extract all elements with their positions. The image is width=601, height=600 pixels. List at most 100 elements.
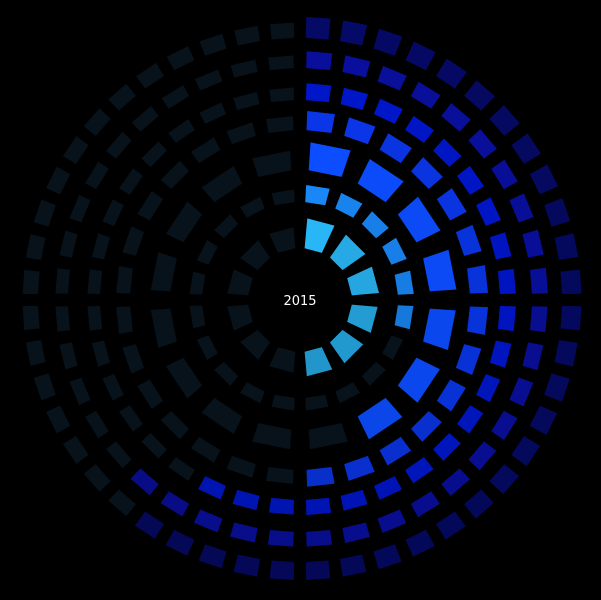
ring-5-segment-30 — [102, 199, 124, 227]
ring-5-segment-27 — [87, 305, 103, 331]
ring-6-segment-14 — [491, 410, 518, 441]
ring-4-segment-6 — [455, 224, 482, 256]
ring-7-segment-11 — [554, 233, 579, 261]
ring-2-segment-4 — [382, 237, 407, 265]
ring-6-segment-28 — [69, 377, 91, 406]
ring-7-segment-29 — [134, 511, 164, 539]
ring-7-segment-39 — [33, 199, 56, 227]
ring-5-segment-31 — [119, 168, 144, 195]
ring-5-segment-11 — [489, 340, 512, 368]
ring-7-segment-40 — [46, 166, 71, 195]
ring-4-segment-1 — [306, 111, 336, 133]
ring-6-segment-32 — [59, 230, 78, 258]
ring-4-segment-18 — [160, 410, 190, 440]
ring-7-segment-8 — [511, 133, 542, 164]
ring-2-segment-9 — [335, 382, 361, 404]
ring-6-segment-2 — [342, 55, 371, 78]
ring-2-segment-7 — [382, 335, 404, 361]
ring-7-segment-37 — [22, 269, 40, 295]
ring-2-segment-16 — [189, 271, 206, 295]
ring-5-segment-4 — [405, 115, 435, 144]
ring-4-segment-23 — [122, 226, 145, 256]
ring-4-segment-12 — [379, 436, 412, 466]
ring-1-segment-8 — [240, 329, 271, 360]
segments-layer — [22, 17, 582, 580]
ring-2-segment-3 — [361, 211, 389, 239]
ring-6-segment-36 — [131, 106, 159, 132]
ring-2-segment-13 — [214, 361, 239, 386]
ring-6-segment-10 — [530, 267, 548, 294]
ring-4-segment-25 — [160, 160, 190, 190]
ring-4-segment-26 — [190, 137, 221, 164]
ring-7-segment-18 — [489, 464, 520, 495]
ring-7-segment-36 — [22, 305, 40, 331]
ring-7-segment-27 — [198, 544, 227, 569]
ring-4-segment-4 — [410, 157, 443, 190]
ring-2-segment-1 — [305, 184, 330, 206]
ring-1-segment-5 — [329, 329, 364, 364]
ring-2-segment-11 — [271, 394, 295, 411]
ring-7-segment-20 — [436, 511, 466, 540]
ring-5-segment-19 — [269, 497, 295, 515]
ring-3-segment-3 — [397, 196, 441, 243]
ring-6-segment-15 — [468, 441, 497, 471]
ring-6-segment-16 — [441, 468, 471, 497]
ring-1-segment-2 — [329, 234, 366, 271]
ring-1-segment-7 — [269, 347, 296, 373]
ring-7-segment-38 — [25, 234, 46, 261]
ring-6-segment-37 — [161, 85, 190, 109]
ring-5-segment-5 — [433, 138, 462, 167]
ring-6-segment-6 — [468, 129, 497, 159]
ring-7-segment-15 — [544, 373, 570, 402]
ring-2-segment-15 — [189, 305, 206, 329]
ring-7-segment-9 — [529, 164, 559, 195]
ring-6-segment-38 — [194, 69, 223, 91]
ring-3-segment-7 — [357, 397, 403, 440]
ring-4-segment-13 — [344, 455, 375, 481]
ring-6-segment-22 — [230, 522, 258, 543]
ring-4-segment-8 — [467, 306, 489, 335]
ring-6-segment-7 — [491, 159, 518, 190]
ring-6-segment-39 — [230, 59, 258, 78]
ring-2-segment-8 — [361, 361, 386, 386]
ring-3-segment-5 — [423, 308, 456, 350]
ring-6-segment-35 — [106, 131, 132, 159]
ring-5-segment-25 — [102, 373, 124, 401]
ring-7-segment-3 — [373, 28, 403, 56]
ring-3-segment-12 — [150, 308, 177, 348]
ring-6-segment-11 — [530, 306, 548, 333]
ring-3-segment-16 — [252, 150, 292, 177]
ring-1-segment-12 — [269, 227, 296, 253]
ring-5-segment-9 — [497, 268, 516, 295]
ring-7-segment-14 — [554, 339, 578, 367]
ring-2-segment-17 — [196, 239, 218, 265]
ring-7-segment-7 — [489, 105, 520, 136]
ring-2-segment-5 — [394, 270, 414, 295]
ring-7-segment-19 — [464, 489, 494, 519]
ring-5-segment-14 — [433, 433, 461, 461]
ring-6-segment-34 — [85, 161, 109, 190]
ring-7-segment-25 — [269, 560, 295, 580]
ring-3-segment-14 — [165, 201, 203, 243]
ring-1-segment-1 — [304, 218, 335, 253]
ring-2-segment-18 — [214, 214, 239, 239]
ring-4-segment-10 — [436, 379, 466, 412]
ring-7-segment-5 — [436, 58, 467, 89]
ring-4-segment-14 — [306, 467, 335, 487]
ring-6-segment-25 — [130, 468, 159, 496]
ring-7-segment-12 — [560, 269, 582, 295]
ring-6-segment-1 — [306, 51, 333, 70]
ring-2-segment-20 — [271, 189, 295, 206]
ring-7-segment-13 — [560, 305, 582, 331]
ring-6-segment-27 — [85, 410, 109, 439]
ring-5-segment-29 — [91, 233, 111, 260]
ring-5-segment-13 — [456, 405, 484, 434]
ring-7-segment-1 — [305, 17, 331, 40]
ring-7-segment-45 — [166, 46, 195, 71]
ring-5-segment-23 — [141, 433, 167, 459]
ring-6-segment-9 — [522, 229, 544, 258]
ring-4-segment-15 — [265, 467, 294, 484]
center-year-label: 2015 — [283, 294, 316, 309]
ring-1-segment-9 — [227, 304, 253, 331]
ring-6-segment-21 — [267, 530, 294, 547]
